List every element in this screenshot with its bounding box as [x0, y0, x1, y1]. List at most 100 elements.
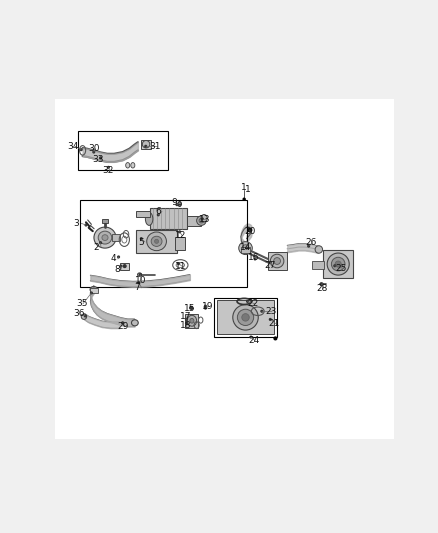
Bar — [187, 215, 201, 225]
Circle shape — [176, 204, 178, 206]
Circle shape — [254, 258, 256, 260]
Bar — [136, 230, 177, 253]
Circle shape — [145, 146, 147, 147]
Circle shape — [186, 322, 187, 324]
Circle shape — [190, 307, 191, 309]
Text: 22: 22 — [247, 300, 259, 308]
Circle shape — [320, 283, 322, 285]
Ellipse shape — [90, 286, 98, 293]
Ellipse shape — [327, 253, 349, 275]
Circle shape — [178, 263, 180, 264]
Bar — [120, 263, 130, 270]
Text: 34: 34 — [67, 142, 79, 151]
Circle shape — [248, 229, 251, 232]
Bar — [90, 288, 98, 293]
Text: 15: 15 — [184, 304, 195, 313]
Text: 8: 8 — [114, 265, 120, 273]
Circle shape — [249, 229, 251, 231]
Bar — [112, 234, 120, 241]
Ellipse shape — [201, 214, 207, 222]
Ellipse shape — [145, 213, 153, 225]
Text: 29: 29 — [117, 322, 129, 332]
Text: 30: 30 — [88, 144, 99, 153]
Ellipse shape — [92, 288, 95, 291]
Bar — [185, 314, 198, 328]
Bar — [323, 251, 353, 278]
Ellipse shape — [126, 163, 130, 168]
Bar — [175, 237, 185, 251]
Ellipse shape — [94, 227, 116, 248]
Circle shape — [122, 322, 124, 324]
Text: 14: 14 — [240, 243, 251, 252]
Bar — [150, 208, 187, 229]
Circle shape — [205, 306, 206, 308]
Text: 4: 4 — [111, 254, 117, 263]
Text: 19: 19 — [202, 302, 214, 311]
Bar — [268, 252, 286, 270]
Circle shape — [250, 336, 252, 338]
Circle shape — [120, 265, 122, 267]
Text: 33: 33 — [93, 155, 104, 164]
Ellipse shape — [81, 314, 87, 319]
Text: 12: 12 — [175, 231, 187, 240]
Ellipse shape — [274, 257, 280, 264]
Ellipse shape — [199, 218, 204, 223]
Text: 11: 11 — [175, 262, 187, 271]
Bar — [80, 200, 247, 287]
Ellipse shape — [233, 305, 258, 330]
Circle shape — [93, 151, 95, 153]
Text: 6: 6 — [155, 207, 161, 216]
Ellipse shape — [187, 316, 197, 326]
Text: 32: 32 — [102, 166, 113, 175]
Ellipse shape — [237, 309, 254, 326]
Ellipse shape — [204, 305, 207, 309]
Text: 5: 5 — [138, 238, 144, 246]
Ellipse shape — [147, 232, 166, 251]
Circle shape — [108, 166, 109, 168]
Text: 7: 7 — [134, 284, 140, 292]
Circle shape — [274, 337, 277, 340]
Text: 35: 35 — [76, 300, 87, 308]
Text: 13: 13 — [199, 215, 211, 224]
Text: 9: 9 — [172, 198, 178, 207]
Circle shape — [139, 274, 141, 276]
Ellipse shape — [197, 216, 206, 225]
Circle shape — [186, 319, 187, 320]
Ellipse shape — [151, 236, 162, 246]
Circle shape — [201, 218, 203, 220]
Ellipse shape — [155, 239, 159, 244]
Circle shape — [85, 224, 87, 226]
Text: 10: 10 — [134, 276, 146, 285]
Circle shape — [269, 319, 271, 320]
Text: 17: 17 — [180, 312, 192, 321]
Circle shape — [247, 301, 248, 302]
Bar — [78, 131, 168, 169]
Text: 20: 20 — [244, 228, 255, 236]
Ellipse shape — [335, 261, 341, 267]
Circle shape — [261, 310, 263, 312]
Text: 23: 23 — [265, 307, 276, 316]
Circle shape — [100, 242, 102, 244]
Text: 24: 24 — [248, 336, 259, 345]
Text: 21: 21 — [268, 319, 280, 328]
Bar — [241, 247, 250, 253]
Circle shape — [91, 292, 92, 294]
Circle shape — [269, 262, 271, 263]
Circle shape — [308, 245, 310, 247]
Text: 3: 3 — [74, 219, 79, 228]
Ellipse shape — [102, 235, 108, 240]
Bar — [217, 301, 274, 334]
Circle shape — [124, 265, 126, 268]
Circle shape — [157, 214, 159, 216]
Ellipse shape — [131, 163, 135, 168]
Ellipse shape — [190, 306, 193, 310]
Ellipse shape — [178, 201, 181, 206]
Ellipse shape — [239, 241, 252, 255]
Text: 36: 36 — [74, 310, 85, 319]
Circle shape — [81, 149, 82, 150]
Bar — [214, 298, 277, 337]
Circle shape — [100, 157, 102, 159]
Text: 16: 16 — [248, 253, 260, 262]
Bar — [141, 140, 151, 149]
Text: 26: 26 — [305, 238, 317, 247]
